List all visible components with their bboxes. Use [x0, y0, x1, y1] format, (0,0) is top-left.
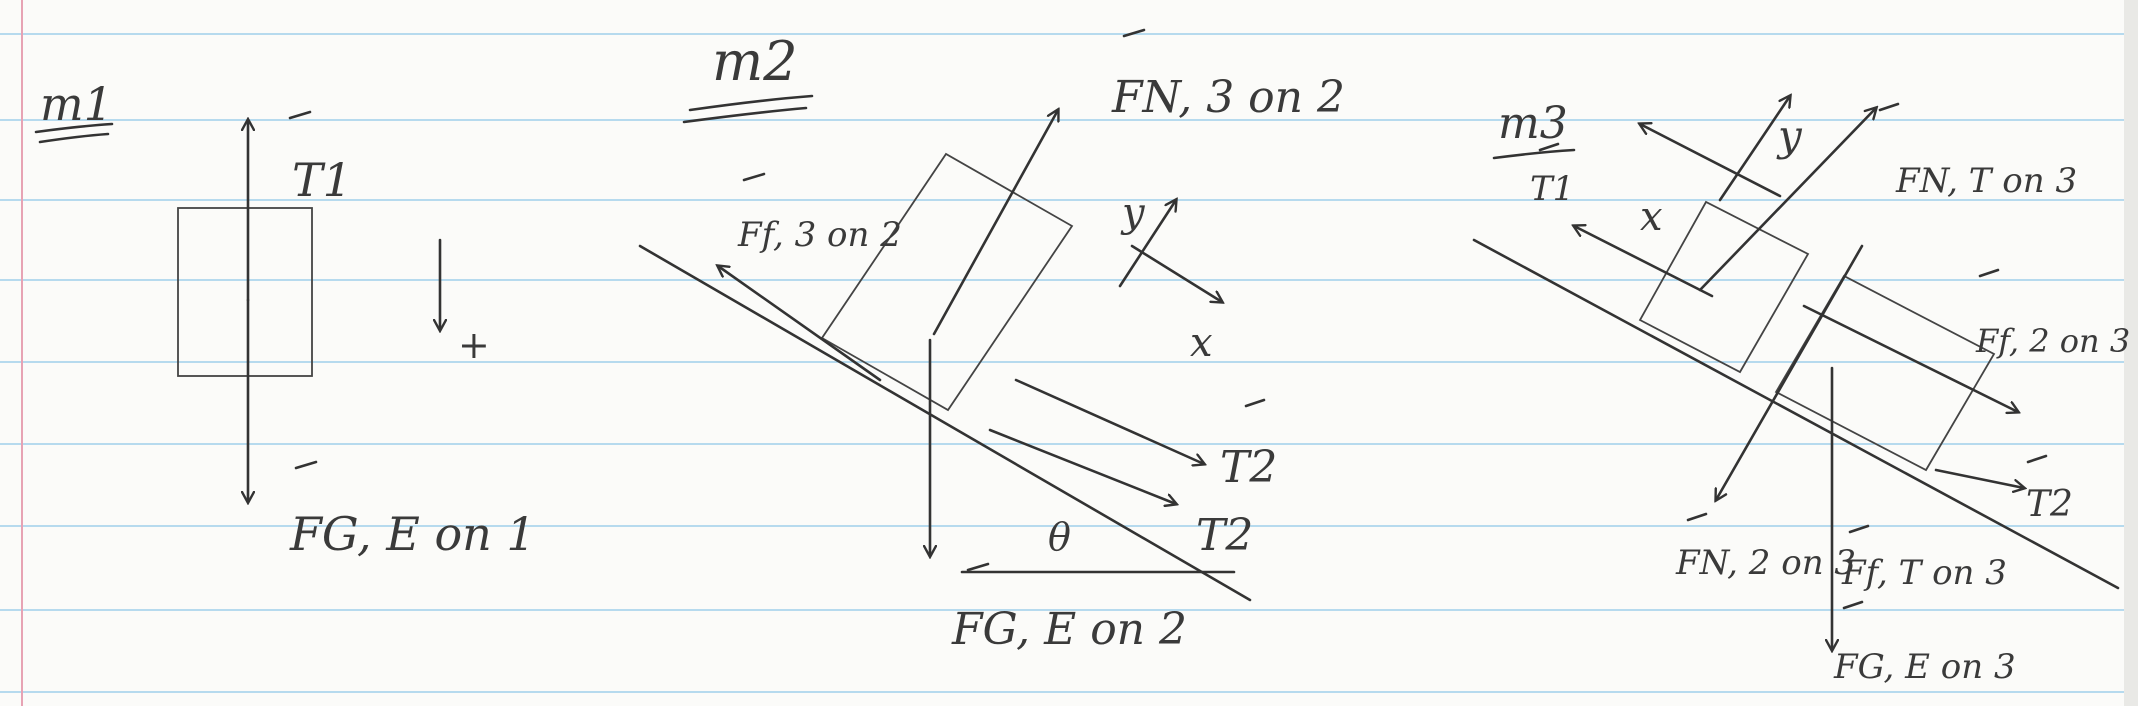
- m1-diagram: m1 T1 + FG, E on 1: [34, 77, 536, 561]
- m3-friction-2on3-label: Ff, 2 on 3: [1975, 322, 2130, 360]
- m3-normal-2on3-label: FN, 2 on 3: [1675, 543, 1856, 583]
- m2-friction-arrow: [718, 266, 882, 382]
- m1-axis-label: +: [458, 323, 490, 367]
- m1-block: [177, 207, 313, 377]
- m3-x-axis-arrow: [1640, 124, 1782, 198]
- m3-friction-table-label: Ff, T on 3: [1841, 553, 2007, 593]
- m2-tension-top-label: T2: [1220, 442, 1277, 493]
- m1-tension-label: T1: [292, 153, 352, 207]
- m3-tension1-arrow: [1574, 226, 1714, 298]
- m3-y-label: y: [1776, 111, 1803, 160]
- m2-normal-label: FN, 3 on 2: [1111, 72, 1345, 123]
- m3-tension2-label: T2: [2026, 484, 2073, 525]
- m2-incline: [638, 244, 1252, 602]
- page-edge: [2124, 0, 2138, 706]
- m3-tension1-label: T1: [1530, 169, 1574, 209]
- m2-x-label: x: [1190, 320, 1213, 366]
- m3-tension2-arrow: [1934, 468, 2024, 488]
- m2-x-axis-arrow: [1130, 244, 1222, 302]
- m3-normal-2on3-arrow: [1716, 244, 1864, 500]
- m3-friction-2on3-arrow: [1802, 304, 2018, 412]
- m2-tension-arrow-top: [1014, 378, 1204, 464]
- m3-normal-table-arrow: [1698, 108, 1876, 292]
- m2-angle-label: θ: [1048, 515, 1071, 559]
- m2-label: m2: [712, 30, 798, 93]
- m3-label: m3: [1498, 98, 1568, 149]
- m3-gravity-label: FG, E on 3: [1833, 647, 2016, 687]
- m2-tension-arrow-bottom: [988, 428, 1176, 504]
- rule-lines: [0, 33, 2138, 693]
- m2-gravity-label: FG, E on 2: [951, 604, 1187, 655]
- m1-label: m1: [40, 77, 113, 131]
- m3-diagram: m3 T1 FN, T on 3 FN, 2 on 3 FG, E on 3 F…: [1472, 96, 2130, 687]
- m2-block-on-m3: [1774, 274, 1996, 472]
- m2-block: [820, 152, 1074, 412]
- m3-block: [1638, 200, 1810, 374]
- m3-y-axis-arrow: [1718, 96, 1790, 202]
- m2-tension-bottom-label: T2: [1196, 510, 1253, 561]
- m2-y-axis-arrow: [1118, 200, 1176, 288]
- m2-normal-arrow: [932, 110, 1058, 336]
- m3-normal-table-label: FN, T on 3: [1895, 161, 2077, 201]
- m1-gravity-label: FG, E on 1: [289, 507, 536, 561]
- m2-diagram: m2 θ FN, 3 on 2 Ff, 3 on 2 FG, E on 2 T2…: [638, 28, 1345, 655]
- m2-y-label: y: [1120, 190, 1146, 236]
- m3-incline: [1472, 238, 2120, 590]
- m3-x-label: x: [1640, 194, 1663, 240]
- m2-friction-label: Ff, 3 on 2: [737, 215, 902, 255]
